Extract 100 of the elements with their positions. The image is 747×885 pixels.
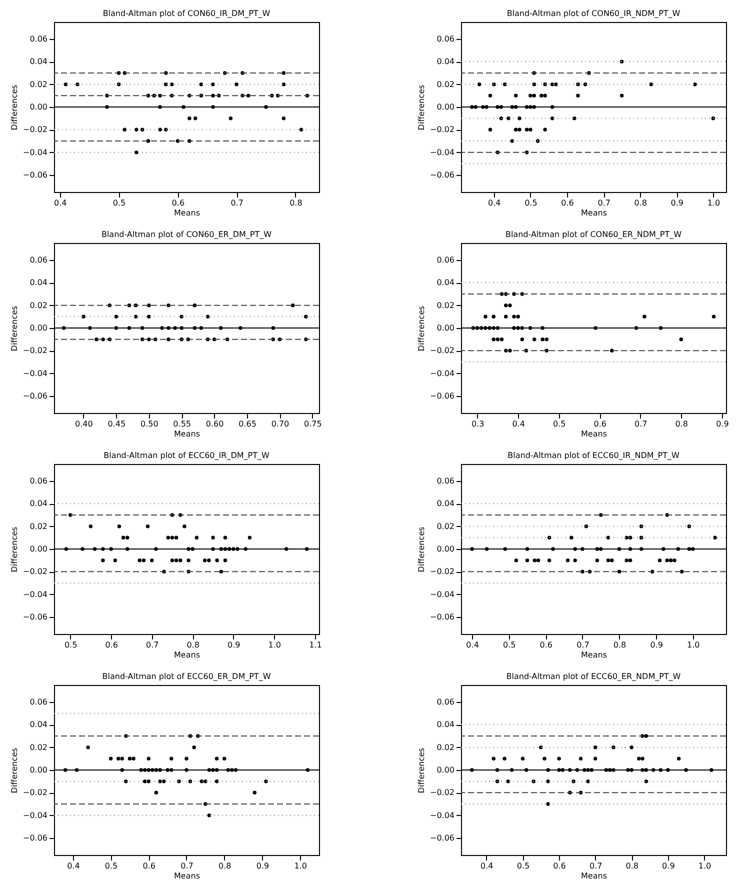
y-tick-label: −0.02 (22, 346, 48, 356)
y-tick-label: 0.06 (30, 698, 48, 706)
x-tick-label: 0.7 (598, 198, 610, 208)
x-tick-label: 0.8 (675, 420, 688, 428)
y-axis-title: Differences (10, 526, 19, 572)
y-tick-label: −0.04 (430, 368, 454, 378)
y-tick-label: −0.02 (22, 788, 48, 798)
y-axis-title: Differences (416, 84, 426, 130)
x-tick-label: 0.6 (172, 198, 185, 208)
x-tick-label: 0.7 (180, 862, 194, 870)
y-tick-label: −0.04 (430, 590, 454, 599)
y-axis-title: Differences (416, 526, 426, 572)
y-tick-label: −0.06 (430, 834, 454, 842)
y-tick-label: 0.04 (436, 499, 454, 508)
y-tick-label: −0.06 (22, 612, 48, 622)
x-tick-label: 0.8 (613, 640, 626, 650)
x-tick-label: 0.8 (290, 198, 302, 208)
x-tick-label: 0.7 (634, 420, 648, 428)
y-axis-title: Differences (10, 84, 19, 130)
y-tick-label: −0.04 (22, 810, 48, 820)
x-tick-label: 0.7 (576, 640, 590, 650)
chart-title: Bland-Altman plot of ECC60_IR_DM_PT_W (104, 451, 270, 460)
y-tick-label: −0.04 (430, 148, 454, 157)
y-tick-label: 0.06 (30, 256, 48, 264)
x-tick-label: 1.0 (698, 862, 712, 870)
chart-title: Bland-Altman plot of ECC60_ER_NDM_PT_W (506, 672, 681, 681)
x-axis-title: Means (174, 872, 200, 880)
y-axis-title: Differences (416, 306, 426, 352)
x-tick-label: 1.1 (309, 640, 322, 650)
y-tick-label: 0.00 (436, 324, 454, 332)
x-tick-label: 0.9 (716, 420, 729, 428)
y-tick-label: 0.00 (436, 102, 454, 112)
x-tick-label: 0.6 (561, 198, 574, 208)
y-tick-label: 0.00 (30, 324, 48, 332)
x-tick-label: 0.7 (146, 640, 159, 650)
x-tick-label: 0.8 (626, 862, 638, 870)
x-tick-label: 0.9 (650, 640, 663, 650)
x-tick-label: 0.9 (670, 198, 684, 208)
y-tick-label: 0.06 (30, 34, 48, 44)
x-axis-title: Means (581, 650, 607, 660)
y-tick-label: 0.04 (30, 720, 48, 730)
y-tick-label: 0.02 (30, 80, 48, 89)
x-tick-label: 0.75 (304, 420, 322, 428)
x-tick-label: 0.5 (64, 640, 78, 650)
y-tick-label: 0.06 (436, 476, 454, 486)
y-tick-label: 0.04 (30, 57, 48, 66)
y-tick-label: 0.00 (30, 102, 48, 112)
x-axis-title: Means (581, 430, 607, 438)
y-tick-label: 0.06 (436, 698, 454, 706)
y-tick-label: −0.02 (430, 346, 454, 356)
y-tick-label: −0.02 (430, 567, 454, 576)
x-axis-title: Means (581, 872, 607, 880)
x-tick-label: 0.4 (466, 640, 479, 650)
x-tick-label: 0.4 (54, 198, 67, 208)
x-tick-label: 0.9 (228, 640, 240, 650)
x-tick-label: 0.4 (480, 862, 494, 870)
x-tick-label: 0.5 (502, 640, 516, 650)
x-tick-label: 0.3 (471, 420, 484, 428)
x-tick-label: 0.8 (218, 862, 232, 870)
x-tick-label: 0.5 (104, 862, 118, 870)
y-tick-label: −0.06 (430, 392, 454, 400)
x-tick-label: 0.6 (142, 862, 156, 870)
x-tick-label: 1.0 (707, 198, 720, 208)
y-axis-title: Differences (416, 748, 426, 794)
x-tick-label: 0.5 (524, 198, 538, 208)
y-tick-label: −0.02 (430, 125, 454, 134)
chart-title: Bland-Altman plot of CON60_ER_NDM_PT_W (505, 230, 682, 239)
x-tick-label: 0.7 (230, 198, 244, 208)
x-tick-label: 0.60 (206, 420, 224, 428)
y-tick-label: 0.00 (30, 766, 48, 774)
y-tick-label: 0.02 (30, 522, 48, 531)
x-tick-label: 0.40 (75, 420, 93, 428)
x-tick-label: 0.4 (67, 862, 80, 870)
x-axis-title: Means (174, 208, 200, 218)
chart-title: Bland-Altman plot of ECC60_IR_NDM_PT_W (508, 451, 680, 460)
y-tick-label: −0.06 (430, 612, 454, 622)
x-tick-label: 0.7 (589, 862, 602, 870)
y-tick-label: 0.06 (30, 476, 48, 486)
y-tick-label: 0.02 (30, 300, 48, 310)
y-tick-label: 0.06 (436, 256, 454, 264)
x-axis-title: Means (174, 430, 200, 438)
y-tick-label: 0.02 (436, 522, 454, 531)
x-tick-label: 0.5 (516, 862, 530, 870)
y-tick-label: 0.04 (30, 499, 48, 508)
y-tick-label: −0.04 (22, 590, 48, 599)
x-tick-label: 0.9 (256, 862, 270, 870)
y-tick-label: −0.06 (430, 170, 454, 180)
x-tick-label: 0.65 (238, 420, 256, 428)
y-tick-label: 0.02 (436, 300, 454, 310)
x-tick-label: 0.5 (552, 420, 566, 428)
y-tick-label: 0.06 (436, 34, 454, 44)
y-tick-label: 0.00 (436, 544, 454, 554)
y-tick-label: −0.04 (430, 810, 454, 820)
x-tick-label: 0.4 (488, 198, 501, 208)
y-tick-label: 0.00 (30, 544, 48, 554)
x-tick-label: 0.6 (594, 420, 606, 428)
y-tick-label: −0.04 (22, 148, 48, 157)
y-tick-label: 0.04 (436, 720, 454, 730)
x-tick-label: 0.8 (186, 640, 200, 650)
x-axis-title: Means (174, 650, 200, 660)
